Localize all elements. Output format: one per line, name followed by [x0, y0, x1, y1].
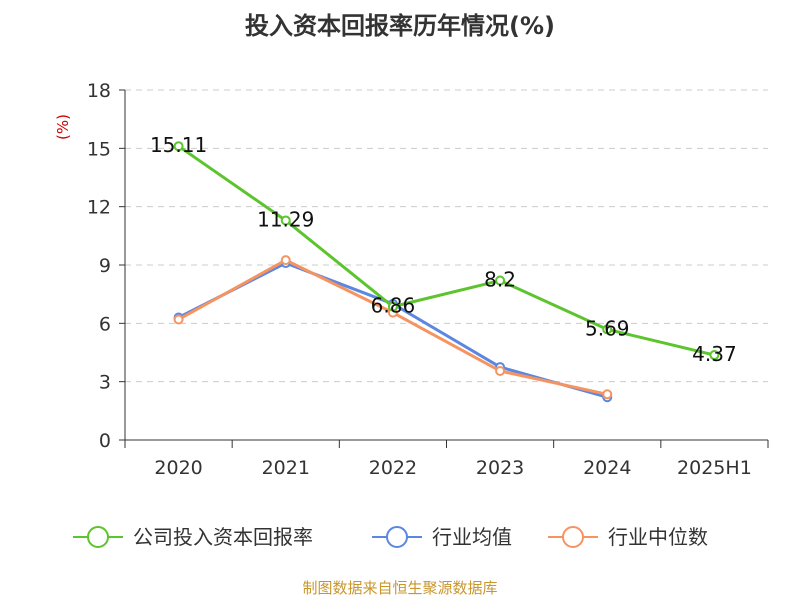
data-label: 4.37 [692, 342, 737, 366]
y-tick-label: 0 [99, 430, 111, 452]
data-point [495, 275, 506, 286]
legend-marker [386, 526, 408, 548]
legend-marker [562, 526, 584, 548]
data-point [602, 389, 613, 400]
data-label: 15.11 [150, 133, 207, 157]
legend-label: 行业中位数 [608, 525, 708, 549]
legend-item[interactable]: 行业均值 [372, 525, 512, 549]
y-tick-label: 15 [87, 138, 111, 160]
x-tick-label: 2025H1 [677, 457, 752, 479]
y-tick-label: 18 [87, 80, 111, 102]
y-tick-label: 3 [99, 372, 111, 394]
data-point [709, 350, 720, 361]
data-label: 11.29 [257, 207, 314, 231]
data-point [173, 314, 184, 325]
legend-label: 公司投入资本回报率 [133, 525, 313, 549]
y-axis-unit: (%) [54, 114, 72, 140]
y-tick-label: 9 [99, 255, 111, 277]
data-label: 8.2 [484, 268, 516, 292]
series-2 [173, 255, 613, 400]
axes: 0 3 6 9 12 15 18 2020 2021 2022 2023 2024 2025H1 [87, 80, 769, 479]
x-tick-label: 2022 [369, 457, 417, 479]
x-tick-label: 2024 [583, 457, 631, 479]
data-point [280, 215, 291, 226]
legend-label: 行业均值 [432, 525, 512, 549]
source-note: 制图数据来自恒生聚源数据库 [302, 579, 497, 597]
legend-item[interactable]: 公司投入资本回报率 [73, 525, 313, 549]
series-line [177, 258, 608, 396]
data-point [602, 324, 613, 335]
data-label: 5.69 [585, 316, 630, 340]
data-point [495, 365, 506, 376]
y-tick-label: 6 [99, 313, 111, 335]
grid-lines [125, 89, 768, 383]
y-tick-label: 12 [87, 197, 111, 219]
data-point [173, 141, 184, 152]
legend: 公司投入资本回报率 行业均值 行业中位数 [73, 525, 708, 549]
x-tick-label: 2021 [262, 457, 310, 479]
series-0 [173, 141, 720, 361]
legend-item[interactable]: 行业中位数 [548, 525, 708, 549]
x-tick-label: 2020 [154, 457, 202, 479]
x-tick-label: 2023 [476, 457, 524, 479]
data-label: 6.86 [371, 294, 416, 318]
data-labels: 15.11 11.29 6.86 8.2 5.69 4.37 [150, 133, 737, 366]
data-point [387, 301, 398, 312]
series-line [177, 144, 715, 357]
series-lines [173, 141, 720, 403]
chart-title: 投入资本回报率历年情况(%) [245, 12, 555, 40]
data-point [280, 255, 291, 266]
legend-marker [87, 526, 109, 548]
